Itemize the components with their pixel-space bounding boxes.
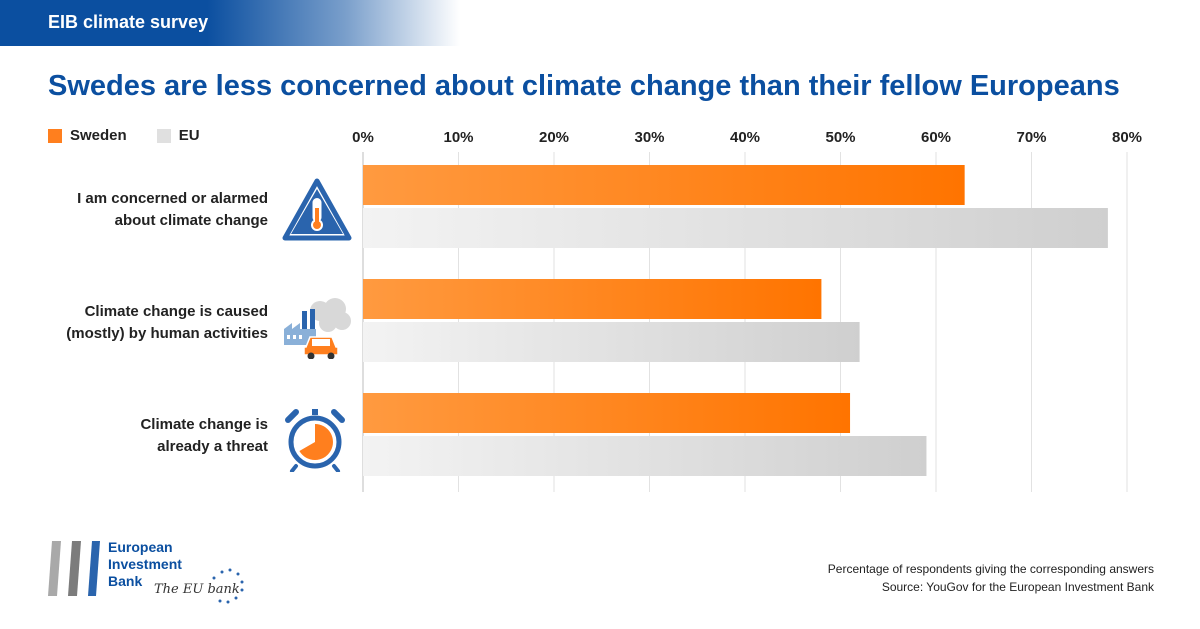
row-label-line: already a threat bbox=[157, 438, 268, 455]
x-tick-label: 60% bbox=[921, 129, 951, 146]
thermometer-warning-icon bbox=[282, 178, 352, 241]
bar-eu bbox=[363, 208, 1108, 248]
x-tick-label: 80% bbox=[1112, 129, 1142, 146]
bar-sweden bbox=[363, 393, 851, 433]
logo-tagline: The EU bank bbox=[154, 582, 240, 597]
row-label-line: I am concerned or alarmed bbox=[77, 190, 268, 207]
legend-item-eu: EU bbox=[156, 127, 200, 144]
row-label-line: about climate change bbox=[114, 212, 268, 229]
bar-eu bbox=[363, 436, 927, 476]
alarm-clock-icon bbox=[285, 409, 345, 472]
bar-eu bbox=[363, 322, 860, 362]
logo-line: European bbox=[108, 539, 173, 555]
eib-logo-text: European Investment Bank bbox=[108, 539, 182, 590]
header-banner: EIB climate survey bbox=[0, 0, 460, 46]
x-tick-label: 50% bbox=[825, 129, 855, 146]
legend-swatch-eu bbox=[156, 128, 171, 143]
row-label-human-activities: Climate change is caused (mostly) by hum… bbox=[28, 301, 268, 345]
x-tick-label: 10% bbox=[443, 129, 473, 146]
x-tick-label: 0% bbox=[352, 129, 374, 146]
legend-swatch-sweden bbox=[48, 128, 62, 143]
row-label-line: (mostly) by human activities bbox=[66, 325, 268, 342]
footnote: Percentage of respondents giving the cor… bbox=[828, 560, 1154, 596]
x-tick-label: 30% bbox=[634, 129, 664, 146]
banner-label: EIB climate survey bbox=[48, 12, 209, 32]
legend-item-sweden: Sweden bbox=[48, 127, 127, 144]
chart-title: Swedes are less concerned about climate … bbox=[48, 70, 1120, 102]
footnote-note: Percentage of respondents giving the cor… bbox=[827, 562, 1154, 576]
legend-label-eu: EU bbox=[178, 127, 200, 144]
bar-sweden bbox=[363, 279, 822, 319]
row-label-line: Climate change is caused bbox=[84, 303, 268, 320]
legend-label-sweden: Sweden bbox=[70, 127, 127, 144]
bar-sweden bbox=[363, 165, 965, 205]
logo-line: Bank bbox=[108, 573, 143, 589]
footnote-source: Source: YouGov for the European Investme… bbox=[881, 580, 1154, 594]
logo-line: Investment bbox=[108, 556, 182, 572]
row-label-line: Climate change is bbox=[140, 416, 268, 433]
x-tick-label: 20% bbox=[539, 129, 569, 146]
x-tick-label: 70% bbox=[1016, 129, 1046, 146]
eib-logo-mark bbox=[48, 541, 244, 604]
x-tick-label: 40% bbox=[730, 129, 760, 146]
row-label-threat: Climate change is already a threat bbox=[28, 414, 268, 458]
row-label-concerned: I am concerned or alarmed about climate … bbox=[28, 188, 268, 232]
legend: Sweden EU bbox=[48, 127, 200, 144]
factory-car-pollution-icon bbox=[284, 298, 351, 359]
